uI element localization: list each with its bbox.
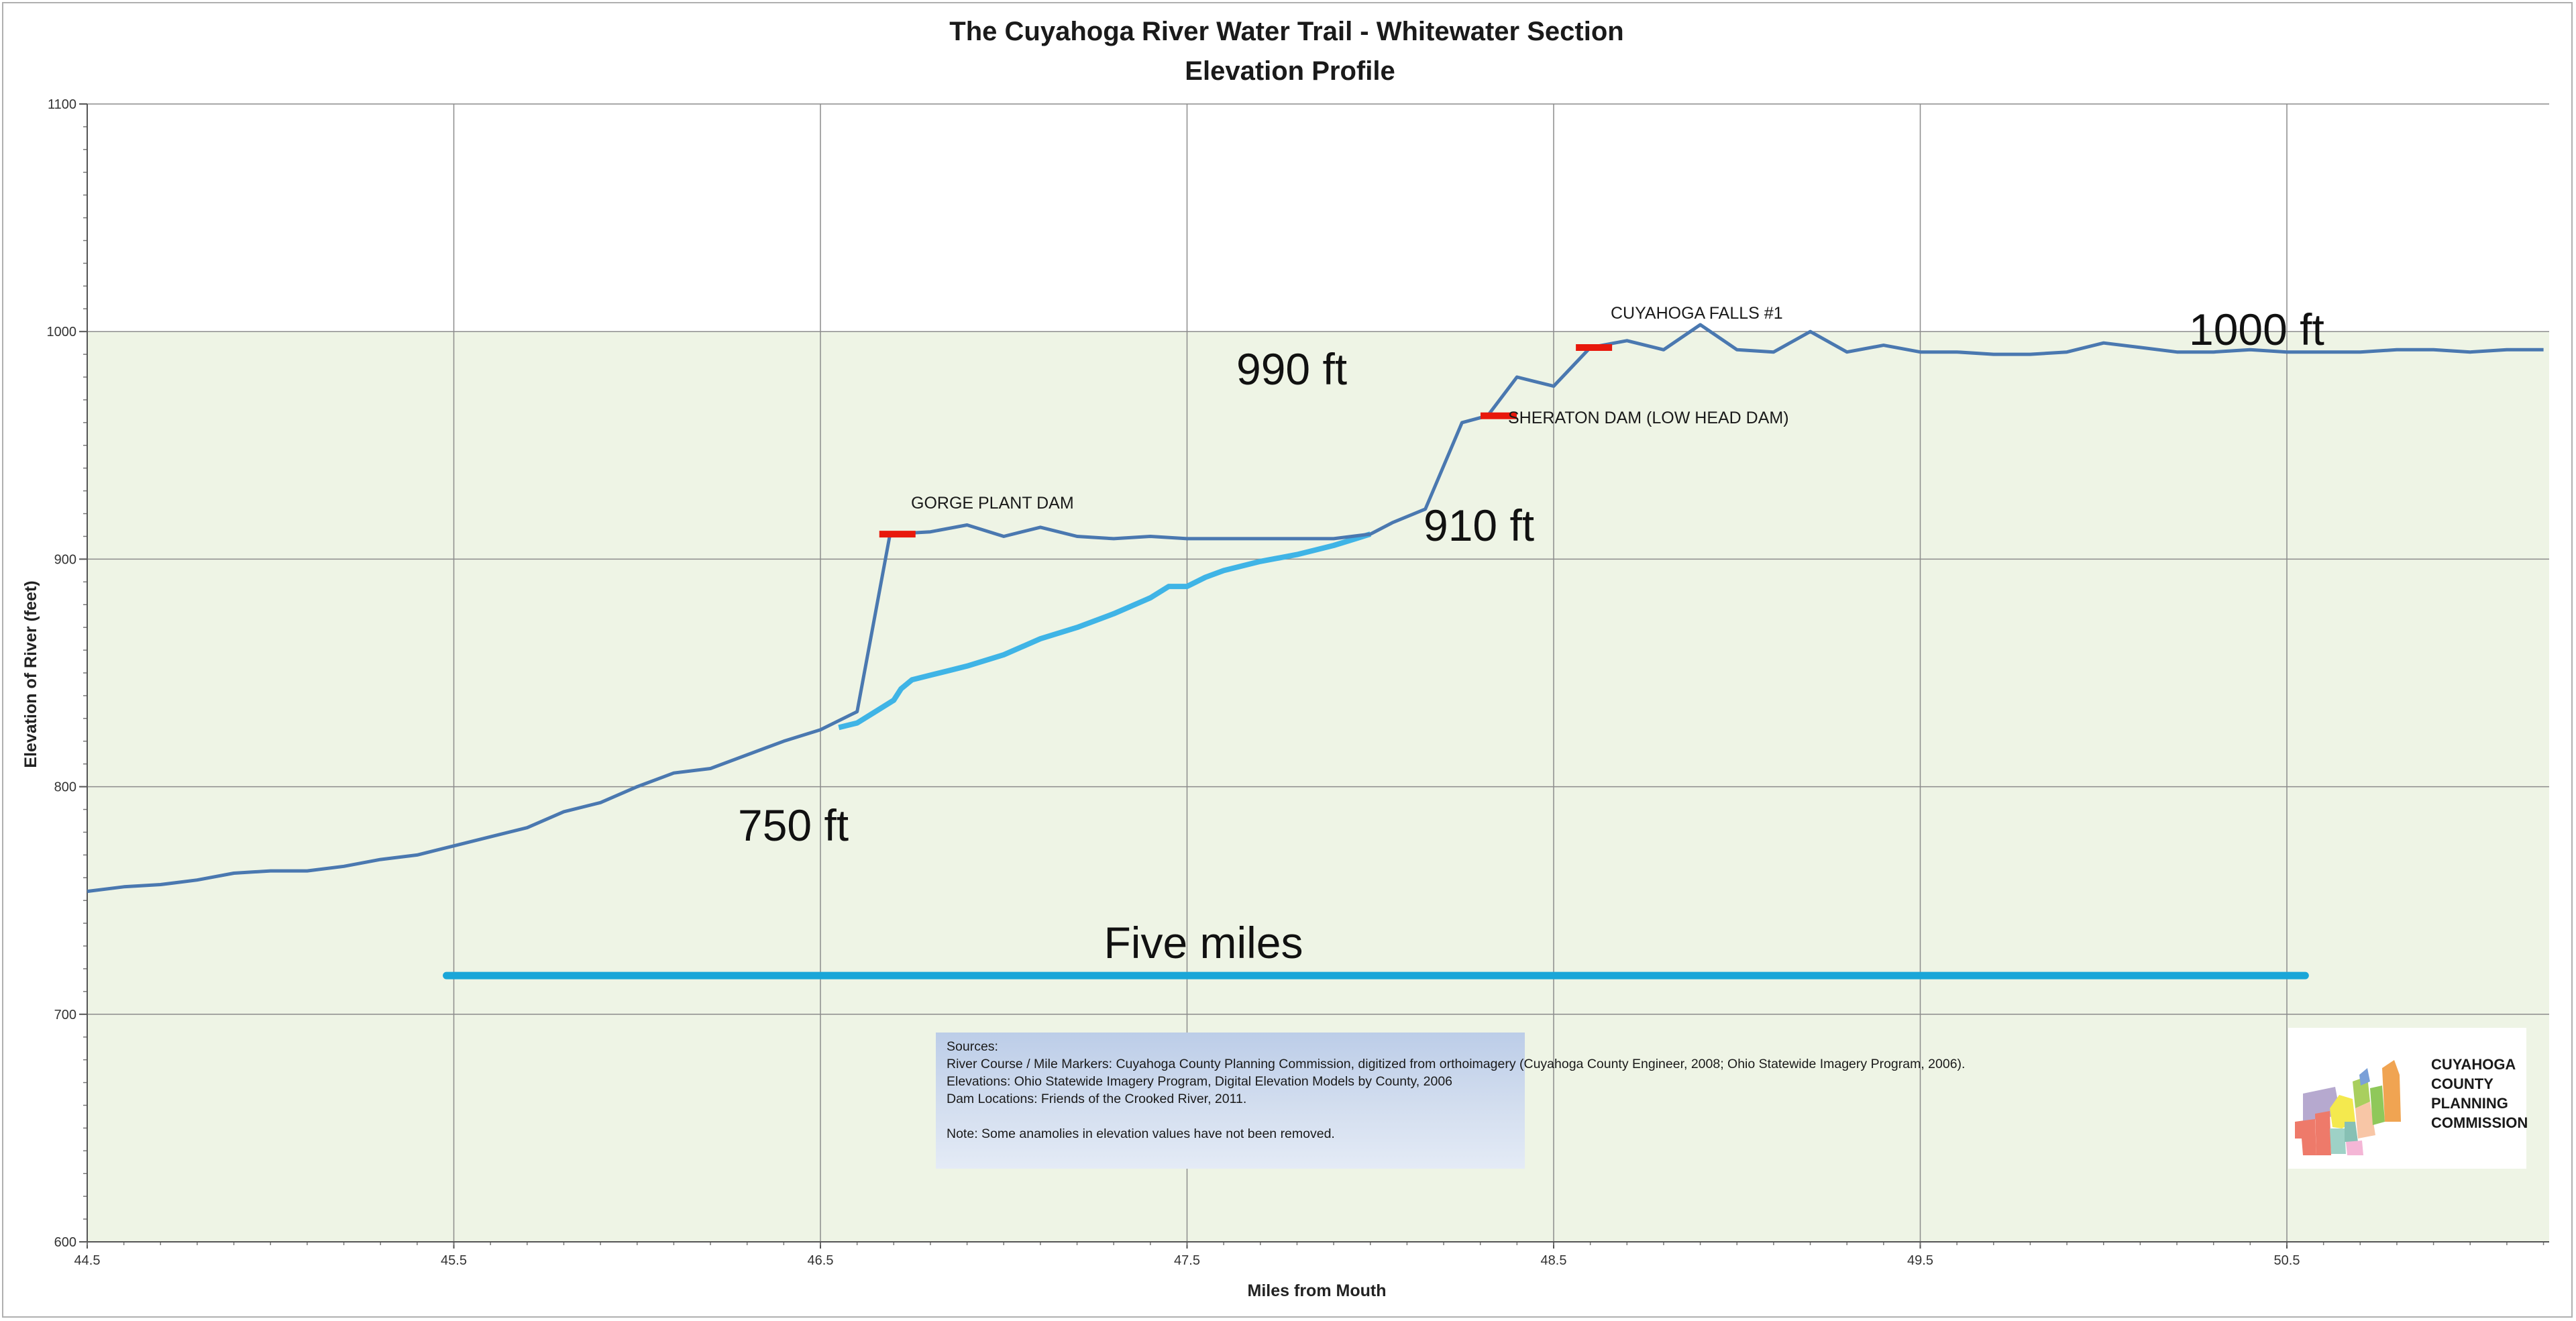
- x-tick-label: 46.5: [808, 1253, 834, 1268]
- y-tick-label: 600: [54, 1235, 76, 1250]
- logo-line-3: PLANNING: [2431, 1095, 2508, 1112]
- y-tick-label: 1000: [47, 325, 77, 339]
- dam-markers: [879, 344, 1613, 538]
- x-tick-label: 48.5: [1541, 1253, 1567, 1268]
- sources-blank-line: [947, 1108, 1514, 1125]
- series-line-elevation: [87, 323, 2544, 894]
- annotation-750ft: 750 ft: [738, 800, 849, 850]
- annotation-1000ft: 1000 ft: [2189, 305, 2324, 354]
- sources-line-river-course: River Course / Mile Markers: Cuyahoga Co…: [947, 1057, 1966, 1071]
- x-axis-label: Miles from Mouth: [1248, 1281, 1387, 1300]
- sources-box: Sources: River Course / Mile Markers: Cu…: [936, 1033, 1966, 1169]
- y-tick-labels: 600 700 800 900 1000 1100: [47, 97, 77, 1250]
- y-axis-label: Elevation of River (feet): [21, 580, 40, 768]
- dam-label-cuyahoga-falls: CUYAHOGA FALLS #1: [1611, 304, 1783, 323]
- x-tick-label: 49.5: [1907, 1253, 1933, 1268]
- annotation-910ft: 910 ft: [1424, 500, 1534, 550]
- dam-label-sheraton: SHERATON DAM (LOW HEAD DAM): [1508, 409, 1789, 427]
- annotation-990ft: 990 ft: [1236, 344, 1347, 394]
- scale-bar-label: Five miles: [1104, 918, 1303, 967]
- x-tick-label: 47.5: [1174, 1253, 1200, 1268]
- y-tick-label: 700: [54, 1008, 76, 1022]
- logo-line-2: COUNTY: [2431, 1075, 2493, 1092]
- x-tick-label: 45.5: [441, 1253, 467, 1268]
- planning-commission-logo: CUYAHOGA COUNTY PLANNING COMMISSION: [2288, 1028, 2528, 1169]
- y-tick-label: 800: [54, 780, 76, 795]
- horizontal-grid: [79, 103, 2549, 1243]
- chart-title: The Cuyahoga River Water Trail - Whitewa…: [949, 17, 1623, 46]
- logo-text: CUYAHOGA COUNTY PLANNING COMMISSION: [2431, 1055, 2528, 1132]
- series-line-lightblue: [838, 531, 1371, 731]
- sources-heading: Sources:: [947, 1039, 998, 1054]
- sources-line-elevations: Elevations: Ohio Statewide Imagery Progr…: [947, 1074, 1453, 1089]
- dam-label-gorge-plant: GORGE PLANT DAM: [911, 494, 1074, 513]
- y-tick-label: 1100: [48, 97, 76, 112]
- chart-subtitle: Elevation Profile: [1185, 56, 1395, 86]
- logo-line-4: COMMISSION: [2431, 1114, 2528, 1131]
- county-map-icon: [2295, 1060, 2401, 1155]
- x-tick-labels: 44.5 45.5 46.5 47.5 48.5 49.5 50.5: [74, 1253, 2300, 1268]
- x-tick-label: 44.5: [74, 1253, 101, 1268]
- y-tick-label: 900: [54, 552, 76, 567]
- sources-line-dam-locations: Dam Locations: Friends of the Crooked Ri…: [947, 1092, 1247, 1106]
- sources-note: Note: Some anamolies in elevation values…: [947, 1126, 1335, 1141]
- logo-line-1: CUYAHOGA: [2431, 1056, 2516, 1073]
- x-tick-label: 50.5: [2274, 1253, 2300, 1268]
